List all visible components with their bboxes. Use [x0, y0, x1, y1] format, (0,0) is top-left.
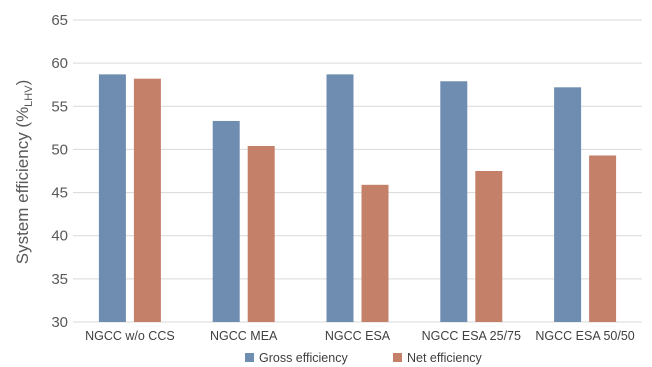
y-tick-label: 60: [51, 55, 68, 72]
legend-label-gross: Gross efficiency: [259, 351, 348, 365]
bar-gross-2: [326, 74, 354, 322]
legend-swatch-gross: [245, 353, 254, 362]
y-tick-label: 65: [51, 12, 68, 29]
y-axis-title-main: System efficiency (%: [13, 107, 32, 264]
bar-net-1: [247, 145, 275, 322]
legend-label-net: Net efficiency: [407, 351, 483, 365]
bar-gross-1: [212, 120, 240, 322]
y-axis-tick-labels: 30 35 40 45 50 55 60 65: [51, 12, 68, 331]
y-axis-title-suffix: ): [13, 80, 32, 86]
bar-net-2: [361, 184, 389, 322]
gridlines: [73, 19, 642, 323]
y-tick-label: 55: [51, 98, 68, 115]
x-axis-category-labels: NGCC w/o CCS NGCC MEA NGCC ESA NGCC ESA 25/…: [85, 329, 635, 343]
y-tick-label: 30: [51, 314, 68, 331]
x-category-label: NGCC w/o CCS: [85, 329, 175, 343]
x-category-label: NGCC ESA 25/75: [422, 329, 521, 343]
bars: [98, 74, 617, 323]
bar-gross-4: [554, 87, 582, 322]
y-tick-label: 45: [51, 185, 68, 202]
bar-net-0: [133, 78, 161, 322]
y-tick-label: 35: [51, 271, 68, 288]
legend: Gross efficiency Net efficiency: [245, 351, 483, 365]
bar-net-4: [589, 155, 617, 322]
y-tick-label: 40: [51, 228, 68, 245]
bar-gross-0: [98, 74, 126, 322]
bar-net-3: [475, 171, 503, 322]
x-category-label: NGCC ESA 50/50: [535, 329, 634, 343]
x-category-label: NGCC ESA: [325, 329, 391, 343]
bar-gross-3: [440, 81, 468, 323]
x-category-label: NGCC MEA: [210, 329, 278, 343]
y-axis-title-subscript: LHV: [23, 85, 35, 107]
legend-swatch-net: [393, 353, 402, 362]
y-axis-title: System efficiency (%LHV): [13, 80, 35, 265]
y-tick-label: 50: [51, 141, 68, 158]
y-axis-label: System efficiency (%LHV): [13, 80, 35, 265]
